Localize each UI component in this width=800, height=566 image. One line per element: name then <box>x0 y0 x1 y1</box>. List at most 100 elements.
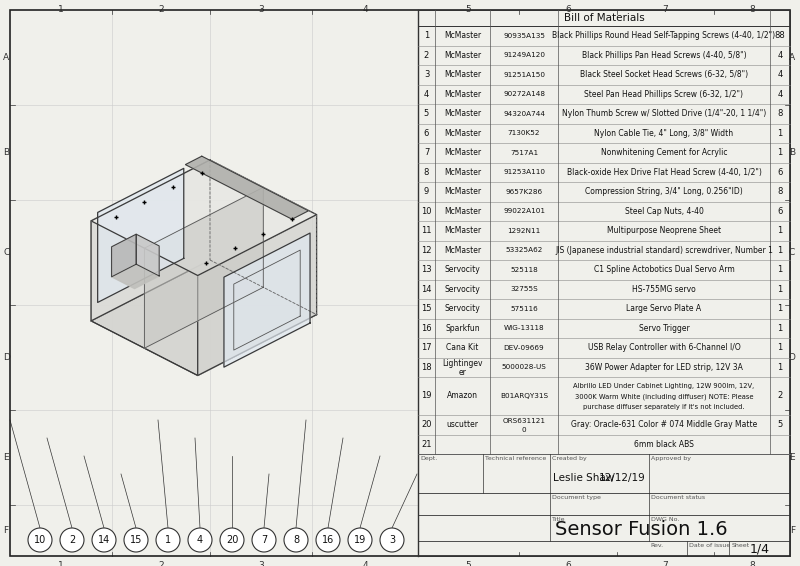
Text: 18: 18 <box>421 363 432 372</box>
Text: Date of issue: Date of issue <box>689 543 730 548</box>
Text: Cana Kit: Cana Kit <box>446 343 478 352</box>
Text: Dept.: Dept. <box>420 456 438 461</box>
Text: Servocity: Servocity <box>445 305 480 313</box>
Text: 53325A62: 53325A62 <box>506 247 542 253</box>
Text: 1: 1 <box>424 31 429 40</box>
Text: A: A <box>789 53 795 62</box>
Text: 1: 1 <box>778 148 782 157</box>
Text: 3: 3 <box>424 70 429 79</box>
Text: B01ARQY31S: B01ARQY31S <box>500 393 548 399</box>
Circle shape <box>156 528 180 552</box>
Text: B: B <box>789 148 795 157</box>
Bar <box>418 454 790 556</box>
Text: 525118: 525118 <box>510 267 538 273</box>
Text: 2: 2 <box>778 392 782 401</box>
Text: D: D <box>3 353 10 362</box>
Polygon shape <box>136 234 159 276</box>
Text: C: C <box>3 248 10 257</box>
Text: 7: 7 <box>662 561 668 566</box>
Text: B: B <box>3 148 9 157</box>
Polygon shape <box>91 160 317 276</box>
Text: 6: 6 <box>565 561 571 566</box>
Text: 5: 5 <box>466 561 471 566</box>
Text: Document type: Document type <box>552 495 601 500</box>
Text: 4: 4 <box>197 535 203 545</box>
Polygon shape <box>112 234 136 277</box>
Text: 19: 19 <box>354 535 366 545</box>
Text: 2: 2 <box>158 5 164 14</box>
Text: 15: 15 <box>130 535 142 545</box>
Text: Large Servo Plate A: Large Servo Plate A <box>626 305 702 313</box>
Text: McMaster: McMaster <box>444 187 481 196</box>
Text: Nylon Thumb Screw w/ Slotted Drive (1/4"-20, 1 1/4"): Nylon Thumb Screw w/ Slotted Drive (1/4"… <box>562 109 766 118</box>
Circle shape <box>28 528 52 552</box>
Text: 21: 21 <box>422 440 432 449</box>
Text: 2: 2 <box>69 535 75 545</box>
Text: Leslie Shaw: Leslie Shaw <box>553 473 614 483</box>
Text: 94320A744: 94320A744 <box>503 111 545 117</box>
Text: McMaster: McMaster <box>444 51 481 60</box>
Text: McMaster: McMaster <box>444 148 481 157</box>
Text: 4: 4 <box>778 51 782 60</box>
Text: E: E <box>3 453 9 462</box>
Text: 6: 6 <box>778 168 782 177</box>
Text: 8: 8 <box>424 168 429 177</box>
Text: ORS631121: ORS631121 <box>502 418 546 424</box>
Text: Rev.: Rev. <box>650 543 664 548</box>
Text: 1: 1 <box>778 343 782 352</box>
Text: 3: 3 <box>258 5 264 14</box>
Text: 8: 8 <box>293 535 299 545</box>
Text: 88: 88 <box>774 31 786 40</box>
Text: 7130K52: 7130K52 <box>508 130 540 136</box>
Text: 8: 8 <box>778 109 782 118</box>
Text: Servocity: Servocity <box>445 265 480 275</box>
Circle shape <box>380 528 404 552</box>
Text: 99022A101: 99022A101 <box>503 208 545 215</box>
Text: 7: 7 <box>261 535 267 545</box>
Text: 1: 1 <box>58 561 64 566</box>
Text: 1: 1 <box>778 246 782 255</box>
Text: Black Steel Socket Head Screws (6-32, 5/8"): Black Steel Socket Head Screws (6-32, 5/… <box>580 70 748 79</box>
Polygon shape <box>91 260 317 375</box>
Text: 14: 14 <box>98 535 110 545</box>
Text: 4: 4 <box>362 5 368 14</box>
Text: C: C <box>789 248 795 257</box>
Text: er: er <box>458 368 466 377</box>
Text: uscutter: uscutter <box>446 420 478 429</box>
Text: 1/4: 1/4 <box>750 543 770 556</box>
Text: Title: Title <box>552 517 566 522</box>
Text: D: D <box>788 353 795 362</box>
Bar <box>418 10 790 454</box>
Text: 6: 6 <box>778 207 782 216</box>
Text: 11: 11 <box>422 226 432 235</box>
Text: 1: 1 <box>778 128 782 138</box>
Text: 7: 7 <box>424 148 429 157</box>
Text: 4: 4 <box>362 561 368 566</box>
Circle shape <box>188 528 212 552</box>
Text: Sparkfun: Sparkfun <box>445 324 480 333</box>
Text: 6: 6 <box>424 128 429 138</box>
Text: 7517A1: 7517A1 <box>510 150 538 156</box>
Text: Amazon: Amazon <box>447 392 478 401</box>
Text: Bill of Materials: Bill of Materials <box>564 13 644 23</box>
Text: Sheet: Sheet <box>731 543 750 548</box>
Text: F: F <box>790 526 795 535</box>
Text: 1: 1 <box>778 285 782 294</box>
Text: 4: 4 <box>778 70 782 79</box>
Text: McMaster: McMaster <box>444 246 481 255</box>
Text: 2: 2 <box>158 561 164 566</box>
Circle shape <box>92 528 116 552</box>
Circle shape <box>284 528 308 552</box>
Text: Black Phillips Pan Head Screws (4-40, 5/8"): Black Phillips Pan Head Screws (4-40, 5/… <box>582 51 746 60</box>
Polygon shape <box>145 187 263 348</box>
Text: 10: 10 <box>422 207 432 216</box>
Text: Gray: Oracle-631 Color # 074 Middle Gray Matte: Gray: Oracle-631 Color # 074 Middle Gray… <box>571 420 757 429</box>
Text: Document status: Document status <box>650 495 705 500</box>
Text: McMaster: McMaster <box>444 168 481 177</box>
Text: Nonwhitening Cement for Acrylic: Nonwhitening Cement for Acrylic <box>601 148 727 157</box>
Text: A: A <box>3 53 9 62</box>
Text: 17: 17 <box>421 343 432 352</box>
Text: 14: 14 <box>422 285 432 294</box>
Text: F: F <box>3 526 8 535</box>
Text: Black-oxide Hex Drive Flat Head Screw (4-40, 1/2"): Black-oxide Hex Drive Flat Head Screw (4… <box>566 168 762 177</box>
